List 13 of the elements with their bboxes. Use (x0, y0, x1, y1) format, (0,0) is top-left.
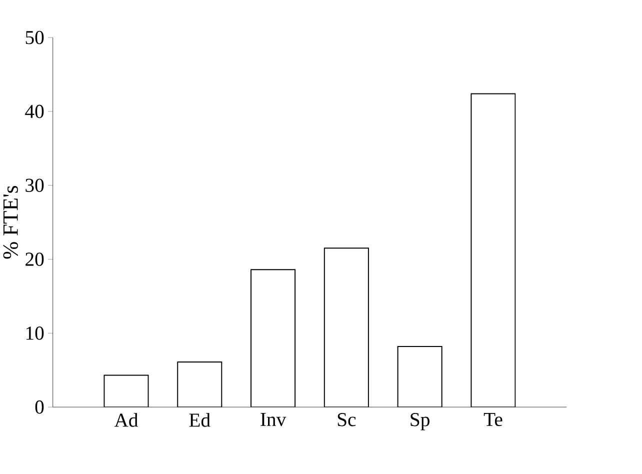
x-tick-label: Ed (189, 412, 210, 427)
x-tick-label: Inv (260, 412, 286, 426)
x-tick-label: Te (484, 412, 502, 426)
y-tick-label: 30 (26, 178, 44, 192)
x-tick-label: Sp (410, 412, 430, 430)
y-tick-label: 0 (35, 400, 44, 414)
y-tick-label: 20 (26, 252, 44, 266)
y-tick-label: 50 (26, 30, 44, 44)
x-tick-label: Ad (114, 412, 138, 427)
y-tick-label: 40 (25, 104, 44, 118)
y-tick-label: 10 (26, 326, 44, 340)
x-tick-label: Sc (338, 412, 356, 426)
y-axis-title: % FTE's (3, 186, 18, 259)
